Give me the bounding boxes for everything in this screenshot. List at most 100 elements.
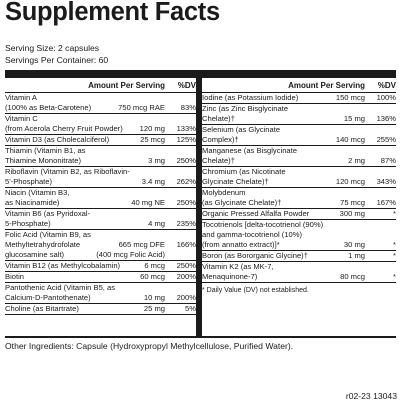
nutrient-dv <box>169 250 196 260</box>
nutrient-amount: 120 mcg <box>335 177 365 186</box>
left-rows: Vitamin A (100% as Beta-Carotene) 750 mcg … <box>5 93 196 315</box>
nutrient-dv: 5% <box>185 304 196 313</box>
nutrient-label: Iodine (as Potassium Iodide) <box>202 93 299 102</box>
nutrient-label: Vitamin D3 (as Cholecalciferol) <box>5 135 110 144</box>
nutrient-dv <box>169 188 196 198</box>
nutrient-label: Methyltetrahydrofolate <box>5 240 81 249</box>
nutrient-dv <box>369 125 396 135</box>
nutrient-line: Vitamin K2 (as MK-7, <box>202 262 396 272</box>
nutrient-dv <box>169 209 196 219</box>
right-rows: Iodine (as Potassium Iodide) 150 mcg 100% Z… <box>202 93 396 283</box>
nutrient-dv: 200% <box>176 272 196 281</box>
nutrient-label: Vitamin A <box>5 93 37 102</box>
nutrient-row: Biotin 60 mcg 200% <box>5 272 196 283</box>
nutrient-label: Folic Acid (Vitamin B9, as <box>5 230 91 239</box>
nutrient-row: Selenium (as Glycinate Complex)† 140 mcg 25… <box>202 125 396 146</box>
nutrient-label: Thiamin (Vitamin B1, as <box>5 146 86 155</box>
servings-per-container: Servings Per Container: 60 <box>5 55 109 65</box>
nutrient-line: Vitamin A <box>5 93 196 103</box>
nutrient-line: Riboflavin (Vitamin B2, as Riboflavin- <box>5 167 196 177</box>
nutrient-row: Molybdenum (as Glycinate Chelate)† 75 mcg 1… <box>202 188 396 209</box>
nutrient-dv <box>369 104 396 114</box>
nutrient-row: Riboflavin (Vitamin B2, as Riboflavin- 5'… <box>5 167 196 188</box>
nutrient-dv: 100% <box>376 93 396 102</box>
nutrient-line: Iodine (as Potassium Iodide) 150 mcg 100% <box>202 93 396 103</box>
nutrient-line: Boron (as Bororganic Glycine)† 1 mg * <box>202 251 396 261</box>
nutrient-line: Methyltetrahydrofolate 665 mcg DFE 166% <box>5 240 196 250</box>
nutrient-label: Niacin (Vitamin B3, <box>5 188 70 197</box>
nutrient-label: Riboflavin (Vitamin B2, as Riboflavin- <box>5 167 130 176</box>
nutrient-dv: 166% <box>176 240 196 249</box>
nutrient-dv: 125% <box>176 135 196 144</box>
nutrient-dv: 87% <box>380 156 396 165</box>
nutrient-dv: 343% <box>376 177 396 186</box>
nutrient-label: Choline (as Bitartrate) <box>5 304 79 313</box>
nutrient-line: Glycinate Chelate)† 120 mcg 343% <box>202 177 396 187</box>
nutrient-line: Thiamine Mononitrate) 3 mg 250% <box>5 156 196 166</box>
nutrient-row: Tocotrienols [delta-tocotrienol (90%) and… <box>202 220 396 251</box>
nutrient-label: Boron (as Bororganic Glycine)† <box>202 251 308 260</box>
nutrient-amount: 4 mg <box>148 219 165 228</box>
nutrient-row: Choline (as Bitartrate) 25 mg 5% <box>5 304 196 315</box>
nutrient-row: Pantothenic Acid (Vitamin B5, as Calcium-… <box>5 283 196 304</box>
nutrient-amount: 120 mg <box>139 124 165 133</box>
nutrient-row: Vitamin D3 (as Cholecalciferol) 25 mcg 125… <box>5 135 196 146</box>
nutrient-amount: 665 mcg DFE <box>118 240 165 249</box>
nutrient-row: Thiamin (Vitamin B1, as Thiamine Mononitr… <box>5 146 196 167</box>
nutrient-dv <box>169 146 196 156</box>
nutrient-amount: 25 mg <box>143 304 165 313</box>
nutrient-row: Vitamin K2 (as MK-7, Menaquinone-7) 80 mcg… <box>202 262 396 283</box>
nutrient-line: Selenium (as Glycinate <box>202 125 396 135</box>
nutrient-dv <box>169 230 196 240</box>
nutrient-amount: (400 mcg Folic Acid) <box>96 250 165 259</box>
lot-code: r02-23 13043 <box>345 391 397 401</box>
nutrient-label: Biotin <box>5 272 24 281</box>
nutrient-line: Organic Pressed Alfalfa Powder 300 mg * <box>202 209 396 219</box>
nutrient-label: glucosamine salt) <box>5 250 65 259</box>
nutrient-label: Chelate)† <box>202 156 235 165</box>
nutrient-line: Chelate)† 2 mg 87% <box>202 156 396 166</box>
nutrient-dv: 136% <box>376 114 396 123</box>
nutrient-line: Vitamin B6 (as Pyridoxal- <box>5 209 196 219</box>
nutrient-amount: 150 mcg <box>335 93 365 102</box>
nutrient-row: Zinc (as Zinc Bisglycinate Chelate)† 15 mg… <box>202 104 396 125</box>
nutrient-line: Zinc (as Zinc Bisglycinate <box>202 104 396 114</box>
nutrient-row: Vitamin C (from Acerola Cherry Fruit Powd… <box>5 114 196 135</box>
nutrient-amount: 2 mg <box>348 156 365 165</box>
nutrient-label: (100% as Beta-Carotene) <box>5 103 92 112</box>
nutrient-line: Niacin (Vitamin B3, <box>5 188 196 198</box>
nutrient-dv: 235% <box>176 219 196 228</box>
nutrient-dv: 167% <box>376 198 396 207</box>
nutrient-amount: 3 mg <box>148 156 165 165</box>
nutrient-dv: * <box>393 272 396 281</box>
nutrient-label: Vitamin B6 (as Pyridoxal- <box>5 209 91 218</box>
left-header: Amount Per Serving %DV <box>5 78 196 93</box>
nutrient-amount: 75 mcg <box>340 198 365 207</box>
nutrient-row: Chromium (as Nicotinate Glycinate Chelate… <box>202 167 396 188</box>
nutrient-dv <box>169 167 196 177</box>
nutrient-dv: * <box>393 240 396 249</box>
right-header: Amount Per Serving %DV <box>202 78 396 93</box>
nutrient-label: Pantothenic Acid (Vitamin B5, as <box>5 283 116 292</box>
nutrient-dv: 133% <box>176 124 196 133</box>
nutrient-dv <box>369 220 396 230</box>
nutrient-label: Organic Pressed Alfalfa Powder <box>202 209 310 218</box>
nutrient-amount: 25 mcg <box>140 135 165 144</box>
nutrient-dv: 200% <box>176 293 196 302</box>
serving-size: Serving Size: 2 capsules <box>5 43 100 53</box>
nutrient-line: Pantothenic Acid (Vitamin B5, as <box>5 283 196 293</box>
dv-footnote: * Daily Value (DV) not established. <box>202 287 309 294</box>
nutrient-line: Molybdenum <box>202 188 396 198</box>
nutrient-label: Chromium (as Nicotinate <box>202 167 286 176</box>
nutrient-line: 5-Phosphate) 4 mg 235% <box>5 219 196 229</box>
column-divider <box>196 72 202 336</box>
nutrient-label: Selenium (as Glycinate <box>202 125 281 134</box>
nutrient-dv: * <box>393 251 396 260</box>
nutrient-amount: 300 mg <box>339 209 365 218</box>
nutrient-line: Folic Acid (Vitamin B9, as <box>5 230 196 240</box>
nutrient-dv <box>169 283 196 293</box>
nutrient-label: Chelate)† <box>202 114 235 123</box>
nutrient-dv: 250% <box>176 261 196 270</box>
right-header-amount: Amount Per Serving <box>288 80 365 90</box>
nutrient-dv: 250% <box>176 198 196 207</box>
